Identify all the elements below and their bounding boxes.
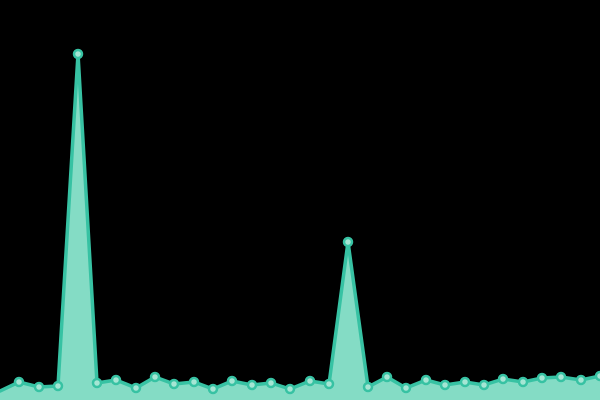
data-point-marker — [265, 377, 277, 389]
data-point-marker — [226, 375, 238, 387]
data-point-marker — [110, 374, 122, 386]
data-point-marker — [130, 382, 142, 394]
data-point-marker — [594, 370, 600, 382]
data-point-marker — [536, 372, 548, 384]
data-point-marker — [400, 382, 412, 394]
data-point-marker — [459, 376, 471, 388]
data-point-marker — [72, 48, 84, 60]
area-fill — [0, 54, 600, 400]
data-point-marker — [381, 371, 393, 383]
data-point-marker — [304, 375, 316, 387]
data-point-marker — [168, 378, 180, 390]
data-point-marker — [246, 379, 258, 391]
data-point-marker — [362, 381, 374, 393]
data-point-marker — [284, 383, 296, 395]
data-point-marker — [517, 376, 529, 388]
data-point-marker — [13, 376, 25, 388]
data-point-marker — [323, 378, 335, 390]
data-point-marker — [33, 381, 45, 393]
data-point-marker — [575, 374, 587, 386]
data-point-marker — [420, 374, 432, 386]
data-point-marker — [439, 379, 451, 391]
data-point-marker — [342, 236, 354, 248]
data-point-marker — [188, 376, 200, 388]
data-point-marker — [52, 380, 64, 392]
data-point-marker — [149, 371, 161, 383]
data-point-marker — [555, 371, 567, 383]
data-point-marker — [91, 377, 103, 389]
data-point-marker — [207, 383, 219, 395]
data-point-marker — [497, 373, 509, 385]
data-point-marker — [478, 379, 490, 391]
